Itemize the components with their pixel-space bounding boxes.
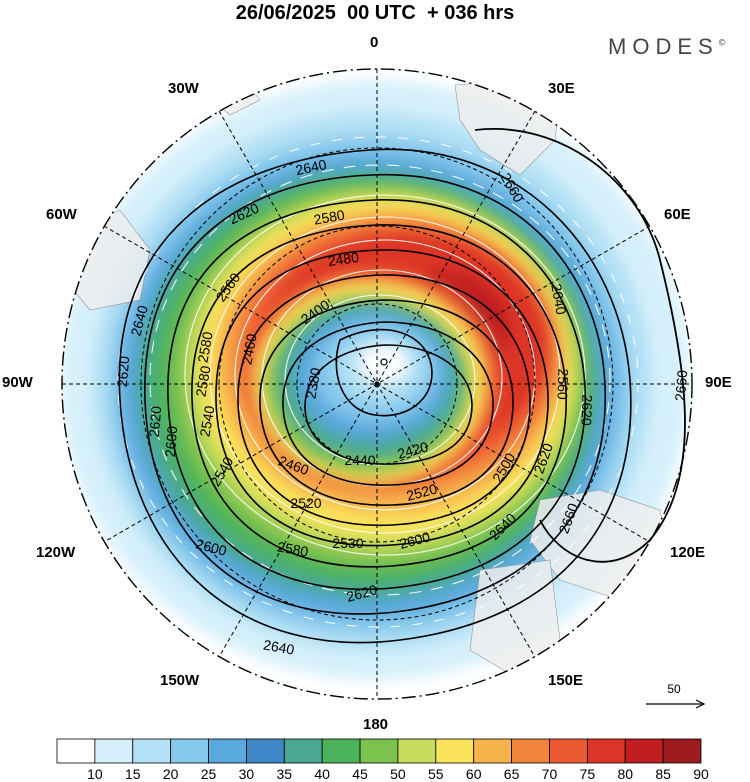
colorbar-tick-label: 75 xyxy=(579,766,596,782)
colorbar-tick-label: 25 xyxy=(200,766,217,782)
contour-label: 2620 xyxy=(345,581,379,605)
brand-mark: © xyxy=(718,37,726,48)
colorbar-swatch xyxy=(435,738,475,764)
contour-label: 2440 xyxy=(344,452,375,468)
contour-label: 2420 xyxy=(396,438,430,462)
wind-vectors xyxy=(117,136,639,628)
colorbar-tick-label: 20 xyxy=(162,766,179,782)
colorbar xyxy=(56,738,702,764)
colorbar-swatch xyxy=(208,738,247,764)
contour-label: 2580 xyxy=(192,364,213,398)
lon-label-150w: 150W xyxy=(160,672,200,689)
contour-label: 2520 xyxy=(290,495,321,511)
lon-label-0: 0 xyxy=(370,34,379,51)
lon-label-90w: 90W xyxy=(2,374,33,391)
contour-label: 2580 xyxy=(276,538,310,559)
lon-label-30e: 30E xyxy=(548,80,575,97)
contour-label: 2380 xyxy=(302,366,323,400)
contour-label: 2640 xyxy=(548,282,569,316)
colorbar-swatch xyxy=(662,738,702,764)
colorbar-tick-label: 90 xyxy=(693,766,709,782)
lon-label-120e: 120E xyxy=(670,544,706,561)
contour-label: 2640 xyxy=(294,156,328,178)
colorbar-swatch xyxy=(321,738,361,764)
lon-label-60w: 60W xyxy=(46,206,77,223)
contour-label: 2580 xyxy=(194,330,215,364)
contour-label: 2620 xyxy=(146,405,165,438)
colorbar-tick-label: 80 xyxy=(617,766,634,782)
colorbar-swatch xyxy=(511,738,550,764)
reference-vector: 50 xyxy=(644,682,714,712)
colorbar-swatch xyxy=(624,738,664,764)
colorbar-tick-label: 10 xyxy=(87,766,103,782)
colorbar-tick-label: 30 xyxy=(238,766,255,782)
contour-label: 2600 xyxy=(398,528,432,552)
brand-name: MODES xyxy=(608,34,719,59)
contour-label: 2580 xyxy=(312,206,346,227)
colorbar-swatch xyxy=(359,738,399,764)
colorbar-swatch xyxy=(246,738,285,764)
colorbar-swatch xyxy=(473,738,512,764)
colorbar-swatch xyxy=(94,738,134,764)
colorbar-swatch xyxy=(170,738,209,764)
colorbar-swatch xyxy=(397,738,437,764)
reference-vector-label: 50 xyxy=(667,682,681,696)
map-boundary xyxy=(61,68,693,700)
contour-label: 2460 xyxy=(238,332,259,366)
contour-label: 2520 xyxy=(405,480,439,504)
contour-label: 2660 xyxy=(672,369,691,402)
contour-label: 2480 xyxy=(327,249,360,269)
colorbar-tick-label: 55 xyxy=(428,766,444,782)
reference-arrow-icon xyxy=(646,699,706,709)
colorbar-tick-label: 35 xyxy=(276,766,293,782)
contour-label: 2540 xyxy=(196,404,217,438)
map-title: 26/06/2025 00 UTC + 036 hrs xyxy=(235,2,515,24)
contour-label: 2620 xyxy=(114,355,133,388)
colorbar-tick-label: 50 xyxy=(390,766,406,782)
colorbar-tick-label: 15 xyxy=(124,766,141,782)
lon-label-30w: 30W xyxy=(168,80,199,97)
contour-label: 2560 xyxy=(554,368,571,400)
lon-label-90e: 90E xyxy=(705,374,732,391)
contour-label: 2600 xyxy=(162,425,181,458)
colorbar-tick-label: 85 xyxy=(655,766,671,782)
colorbar-swatch xyxy=(132,738,172,764)
colorbar-tick-label: 40 xyxy=(314,766,330,782)
colorbar-tick-label: 65 xyxy=(503,766,520,782)
lon-label-60e: 60E xyxy=(664,206,691,223)
colorbar-swatch xyxy=(549,738,588,764)
height-contours xyxy=(118,128,686,644)
colorbar-swatch xyxy=(283,738,323,764)
lon-label-150e: 150E xyxy=(548,672,584,689)
colorbar-tick-label: 45 xyxy=(352,766,368,782)
lon-label-180: 180 xyxy=(363,716,389,733)
contour-label: 2620 xyxy=(578,394,595,426)
colorbar-tick-label: 70 xyxy=(541,766,558,782)
contour-label: 2640 xyxy=(127,303,151,337)
polar-map: 2640 2660 2620 2580 2640 2620 2560 2480 … xyxy=(61,68,693,700)
contour-label: 2640 xyxy=(262,636,296,657)
brand-logo: MODES© xyxy=(608,34,725,60)
lon-label-120w: 120W xyxy=(36,544,76,561)
colorbar-swatch xyxy=(586,738,626,764)
wind-speed-field xyxy=(62,74,690,681)
colorbar-tick-label: 60 xyxy=(465,766,482,782)
contour-label: 2600 xyxy=(194,535,228,559)
colorbar-swatch xyxy=(56,738,96,764)
contour-label: 2530 xyxy=(332,535,363,551)
